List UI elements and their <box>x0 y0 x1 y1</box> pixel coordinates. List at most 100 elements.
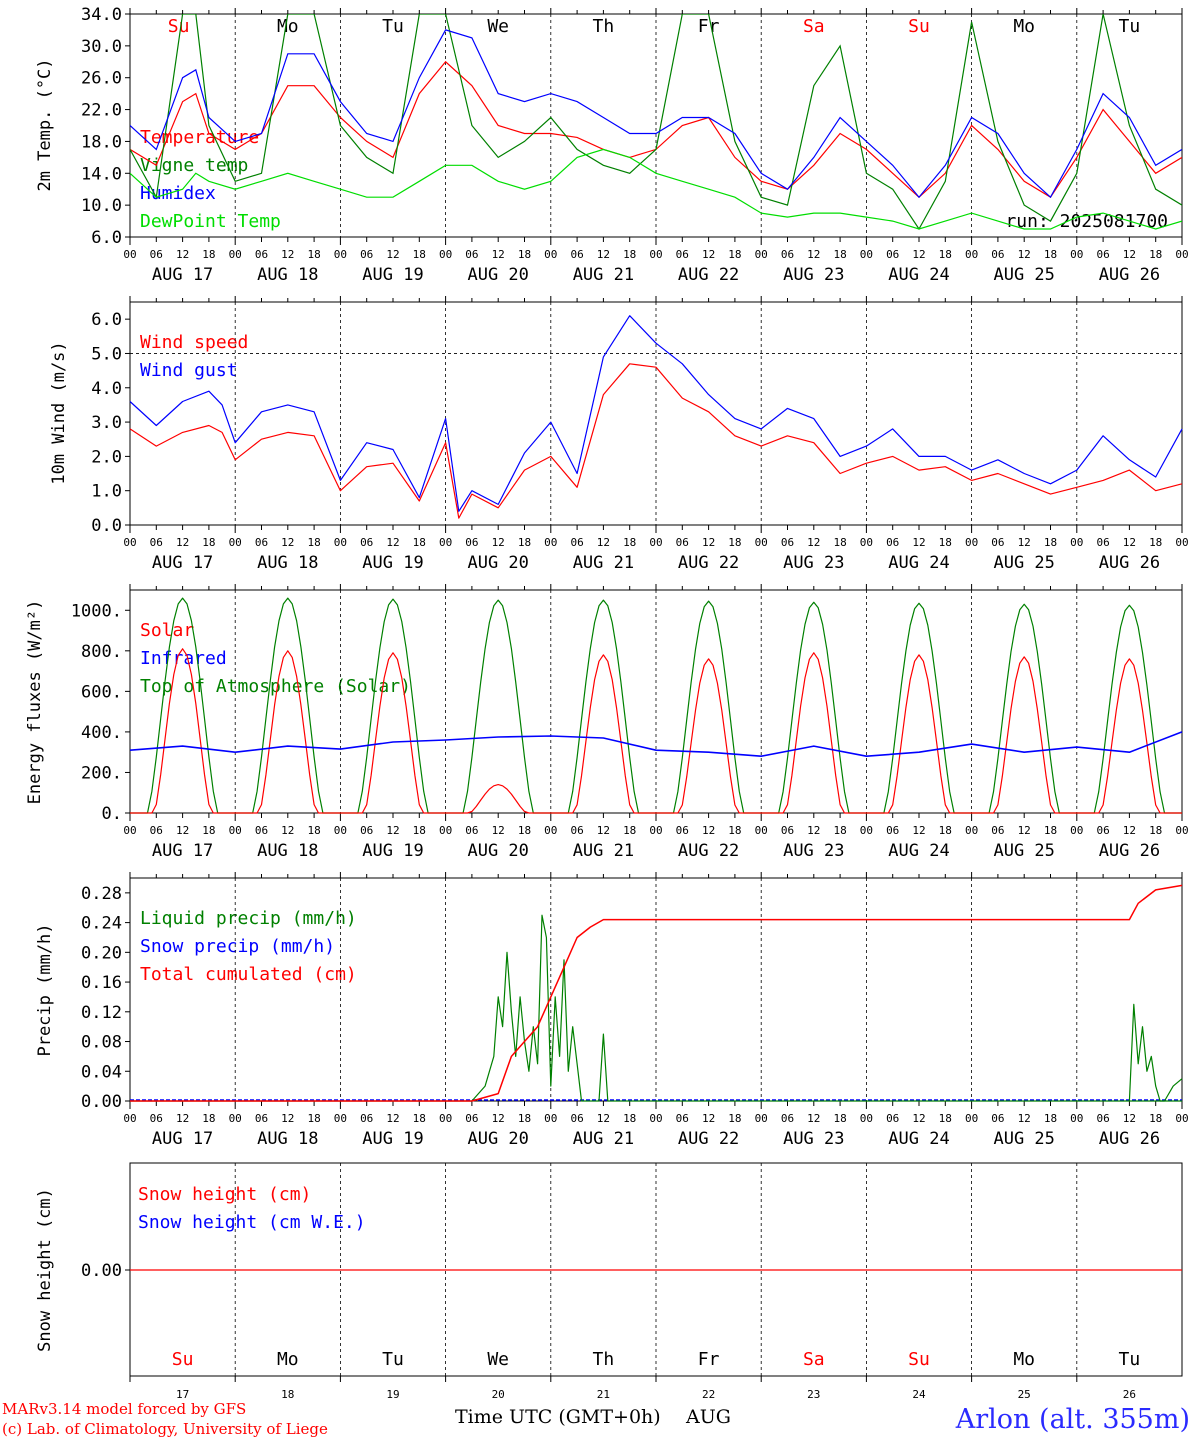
temperature-y-axis-label: 2m Temp. (°C) <box>35 58 55 191</box>
weekday-label-bottom: Mo <box>1013 1349 1035 1370</box>
hour-tick-label: 12 <box>597 824 610 837</box>
run-label: run: 2025081700 <box>1005 211 1168 232</box>
hour-tick-label: 18 <box>623 824 636 837</box>
hour-tick-label: 18 <box>623 248 636 261</box>
hour-tick-label: 06 <box>991 248 1004 261</box>
hour-tick-label: 12 <box>912 824 925 837</box>
hour-tick-label: 18 <box>1149 248 1162 261</box>
day-date-label: AUG 22 <box>678 1129 739 1149</box>
hour-tick-label: 00 <box>649 824 662 837</box>
weekday-label-bottom: Sa <box>803 1349 825 1370</box>
station-label: Arlon (alt. 355m) <box>955 1404 1190 1435</box>
hour-tick-label: 18 <box>1149 536 1162 549</box>
hour-tick-label: 00 <box>649 248 662 261</box>
hour-tick-label: 06 <box>360 536 373 549</box>
weekday-label-bottom: We <box>487 1349 509 1370</box>
hour-tick-label: 00 <box>544 536 557 549</box>
hour-tick-label: 12 <box>597 1112 610 1125</box>
hour-tick-label: 12 <box>1123 824 1136 837</box>
hour-tick-label: 12 <box>702 1112 715 1125</box>
hour-tick-label: 06 <box>150 824 163 837</box>
hour-tick-label: 00 <box>1070 1112 1083 1125</box>
y-tick-label: 10.0 <box>81 196 122 216</box>
weekday-label-top: Su <box>168 16 190 37</box>
temperature-panel: 2m Temp. (°C) Temperature Vigne temp Hum… <box>35 13 1183 238</box>
hour-tick-label: 12 <box>702 824 715 837</box>
time-axis-label: Time UTC (GMT+0h) <box>455 1406 661 1428</box>
hour-tick-label: 00 <box>229 248 242 261</box>
hour-tick-label: 18 <box>202 824 215 837</box>
hour-tick-label: 18 <box>1044 824 1057 837</box>
hour-tick-label: 12 <box>176 1112 189 1125</box>
day-date-label: AUG 25 <box>993 553 1054 573</box>
hour-tick-label: 18 <box>728 536 741 549</box>
weekday-label-bottom: Th <box>593 1349 615 1370</box>
hour-tick-label: 12 <box>176 824 189 837</box>
series-line-infrared <box>129 731 1183 758</box>
hour-tick-label: 06 <box>150 248 163 261</box>
legend-snow-height-we: Snow height (cm W.E.) <box>138 1212 366 1233</box>
hour-tick-label: 12 <box>1018 536 1031 549</box>
day-date-label: AUG 26 <box>1099 841 1160 861</box>
hour-tick-label: 00 <box>1070 536 1083 549</box>
hour-tick-label: 12 <box>281 824 294 837</box>
hour-tick-label: 18 <box>1044 248 1057 261</box>
legend-liquid-precip: Liquid precip (mm/h) <box>140 908 357 929</box>
hour-tick-label: 00 <box>1175 536 1188 549</box>
day-date-label: AUG 22 <box>678 265 739 285</box>
y-tick-label: 4.0 <box>91 379 122 399</box>
hour-tick-label: 00 <box>334 1112 347 1125</box>
hour-tick-label: 06 <box>360 824 373 837</box>
day-date-label: AUG 17 <box>152 841 213 861</box>
weekday-label-top: Tu <box>382 16 404 37</box>
day-date-label: AUG 21 <box>573 1129 634 1149</box>
y-tick-label: 26.0 <box>81 69 122 89</box>
hour-tick-label: 06 <box>360 248 373 261</box>
day-date-label: AUG 23 <box>783 553 844 573</box>
y-tick-label: 400. <box>81 723 122 743</box>
hour-tick-label: 18 <box>202 1112 215 1125</box>
day-date-label: AUG 20 <box>467 553 528 573</box>
hour-tick-label: 06 <box>676 1112 689 1125</box>
weekday-label-top: We <box>487 16 509 37</box>
hour-tick-label: 00 <box>544 824 557 837</box>
hour-tick-label: 18 <box>833 824 846 837</box>
day-date-label: AUG 24 <box>888 265 949 285</box>
day-date-label: AUG 23 <box>783 265 844 285</box>
hour-tick-label: 06 <box>360 1112 373 1125</box>
hour-tick-label: 06 <box>255 248 268 261</box>
hour-tick-label: 18 <box>413 1112 426 1125</box>
day-number-label: 22 <box>702 1388 715 1401</box>
hour-tick-label: 06 <box>991 536 1004 549</box>
hour-tick-label: 06 <box>781 248 794 261</box>
hour-tick-label: 06 <box>781 1112 794 1125</box>
hour-tick-label: 18 <box>1149 1112 1162 1125</box>
month-label: AUG <box>685 1406 731 1428</box>
day-date-label: AUG 23 <box>783 1129 844 1149</box>
legend-wind-speed: Wind speed <box>140 332 248 353</box>
energy-y-axis-label: Energy fluxes (W/m²) <box>25 600 45 805</box>
hour-tick-label: 00 <box>1070 248 1083 261</box>
hour-tick-label: 00 <box>123 536 136 549</box>
day-number-label: 25 <box>1018 1388 1031 1401</box>
hour-tick-label: 00 <box>229 1112 242 1125</box>
weekday-label-bottom: Tu <box>382 1349 404 1370</box>
y-tick-label: 6.0 <box>91 310 122 330</box>
hour-tick-label: 18 <box>1044 1112 1057 1125</box>
hour-tick-label: 18 <box>939 248 952 261</box>
day-number-label: 24 <box>912 1388 926 1401</box>
hour-tick-label: 12 <box>176 536 189 549</box>
day-date-label: AUG 24 <box>888 553 949 573</box>
hour-tick-label: 12 <box>1018 824 1031 837</box>
hour-tick-label: 18 <box>833 536 846 549</box>
hour-tick-label: 18 <box>939 824 952 837</box>
energy-panel: Energy fluxes (W/m²) Solar Infrared Top … <box>25 589 1183 814</box>
hour-tick-label: 12 <box>1018 248 1031 261</box>
hour-tick-label: 12 <box>807 1112 820 1125</box>
hour-tick-label: 00 <box>649 1112 662 1125</box>
hour-tick-label: 18 <box>728 248 741 261</box>
day-date-label: AUG 20 <box>467 265 528 285</box>
hour-tick-label: 06 <box>570 536 583 549</box>
y-tick-label: 0.0 <box>91 516 122 536</box>
